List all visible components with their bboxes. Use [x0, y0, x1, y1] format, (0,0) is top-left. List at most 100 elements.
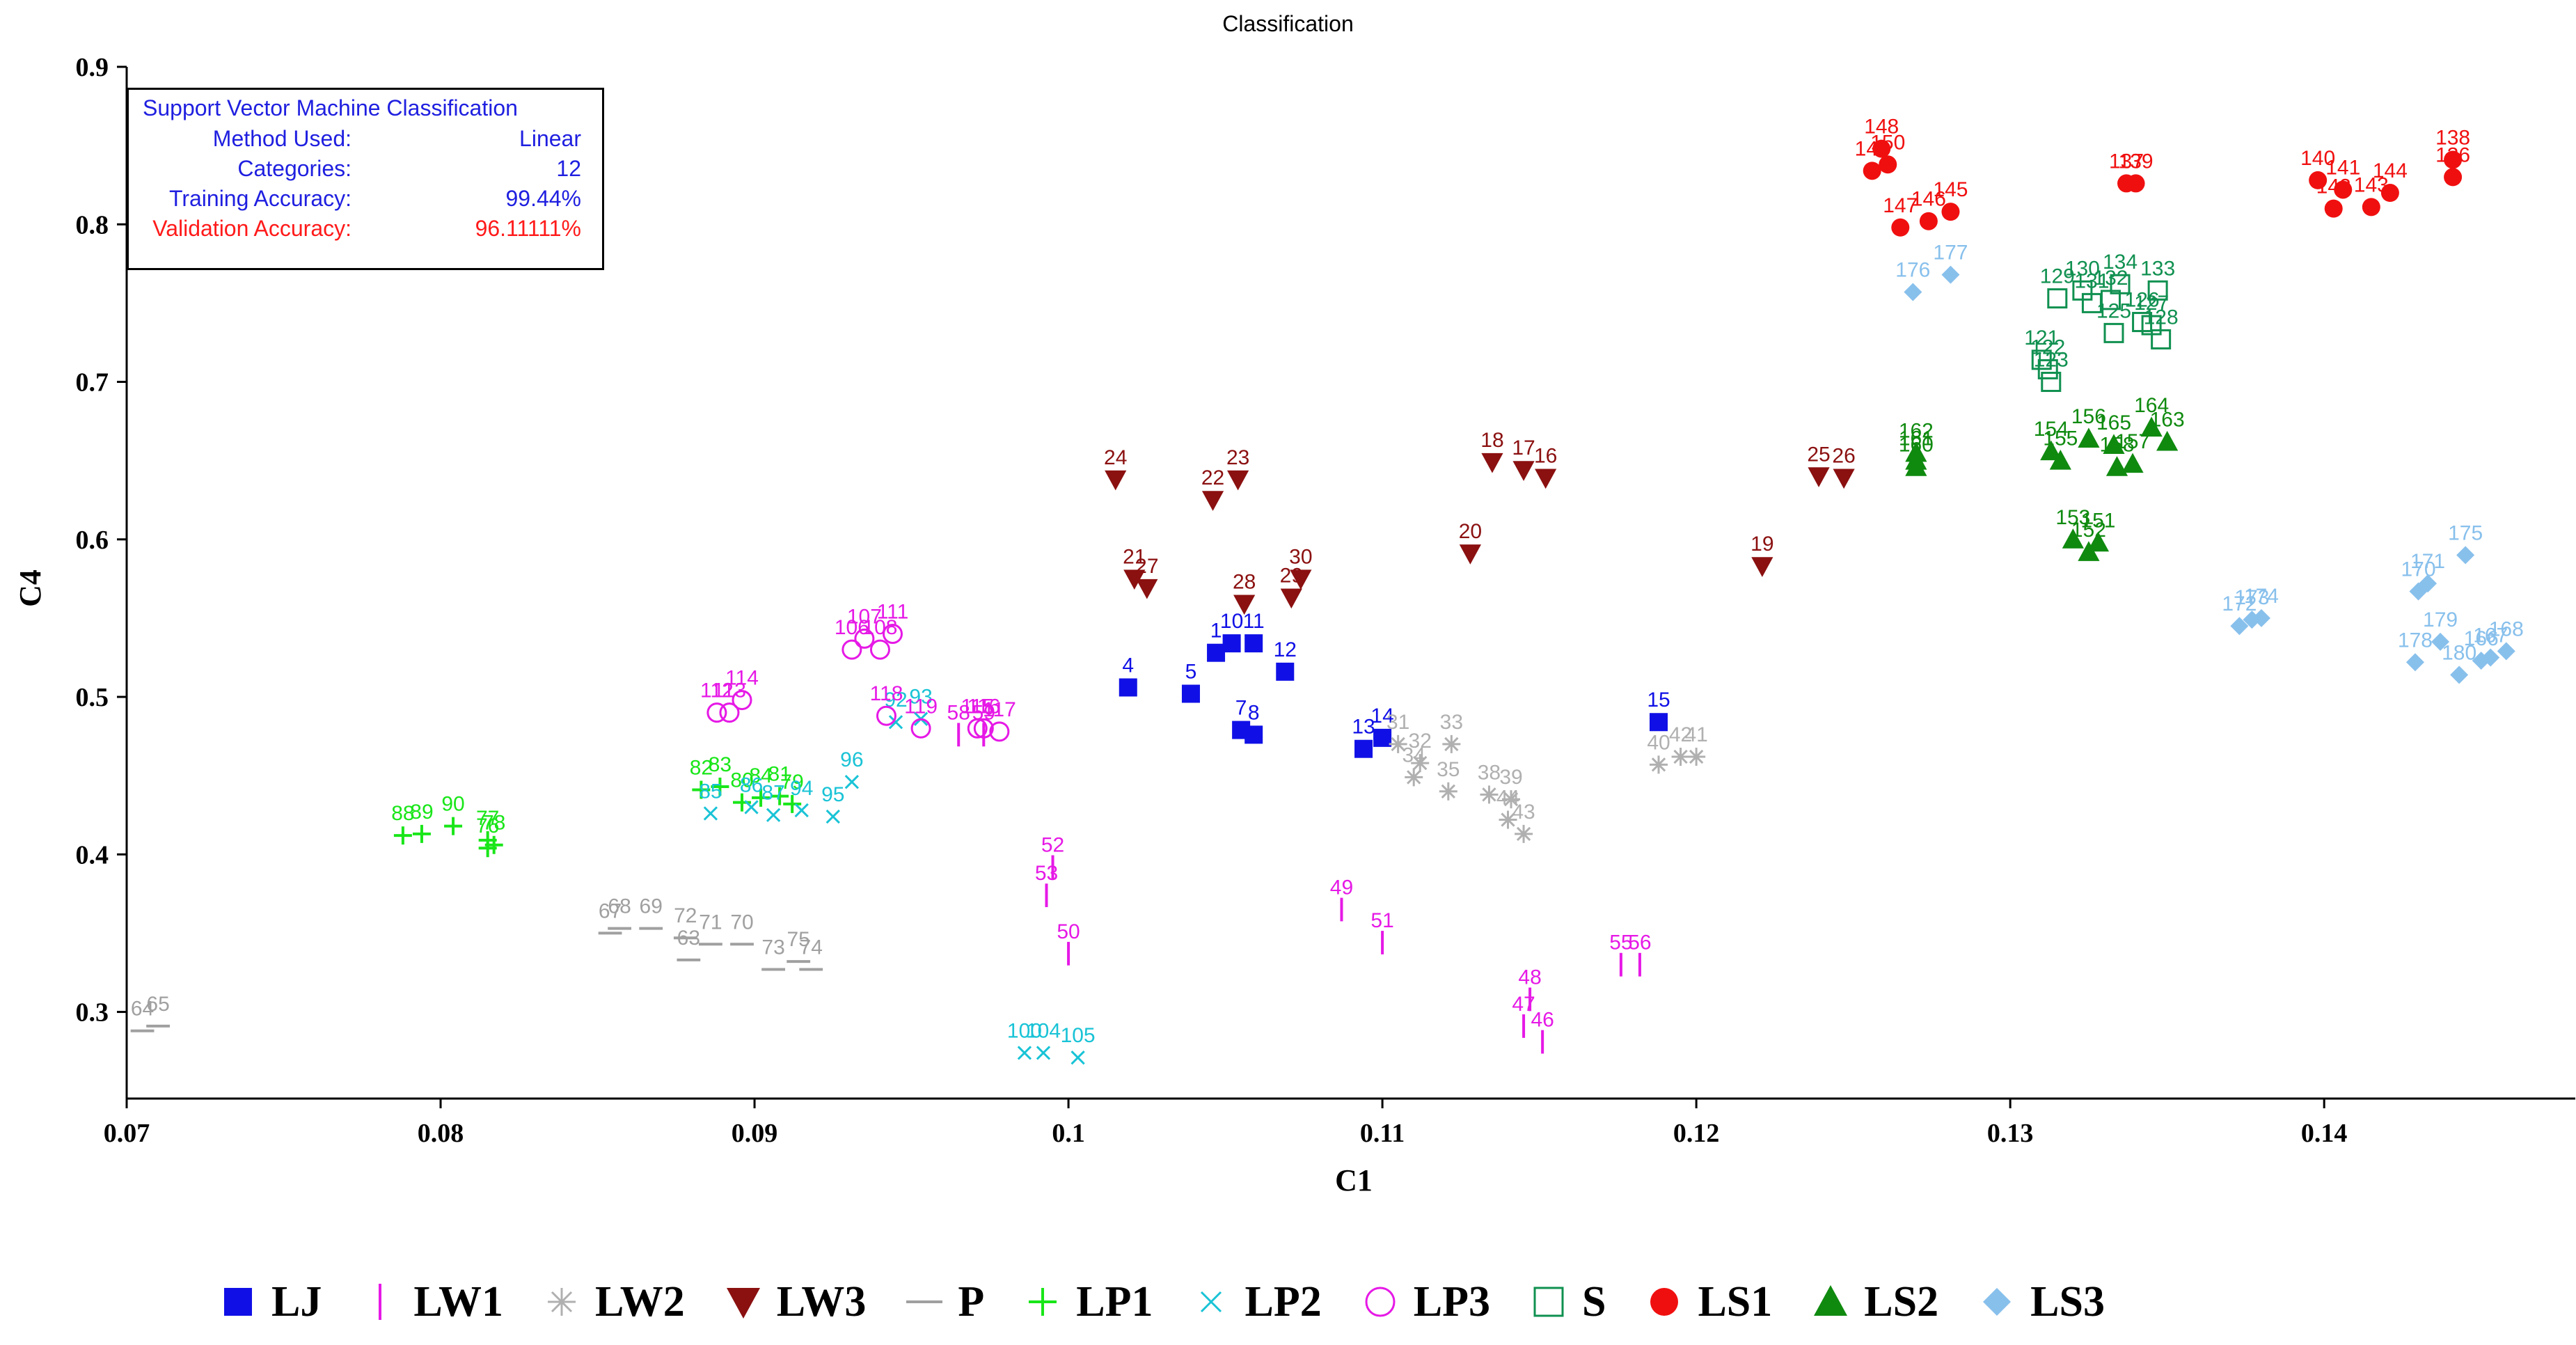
point-label: 38 — [1478, 761, 1501, 784]
point-label: 125 — [2096, 299, 2131, 322]
x-tick-label: 0.13 — [1987, 1119, 2034, 1148]
legend-label: LW2 — [595, 1277, 685, 1326]
point-label: 75 — [787, 928, 810, 951]
point-label: 107 — [847, 605, 882, 628]
data-point — [1872, 139, 1891, 158]
data-point — [841, 639, 862, 660]
point-label: 117 — [983, 698, 1016, 721]
point-label: 78 — [482, 812, 505, 835]
point-label: 71 — [699, 911, 722, 934]
point-label: 175 — [2448, 521, 2483, 544]
point-label: 41 — [1684, 723, 1707, 746]
point-label: 25 — [1807, 443, 1830, 466]
point-label: 64 — [131, 998, 154, 1021]
point-label: 70 — [730, 911, 753, 934]
point-label: 178 — [2398, 629, 2433, 652]
data-point — [2110, 274, 2131, 294]
data-point — [1671, 748, 1690, 766]
data-point — [1480, 785, 1499, 804]
point-label: 119 — [904, 695, 938, 718]
data-point — [1459, 544, 1481, 565]
data-point — [703, 806, 718, 821]
point-label: 112 — [700, 679, 734, 702]
data-point — [2252, 608, 2270, 627]
data-point — [1650, 713, 1668, 732]
info-title: Support Vector Machine Classification — [143, 95, 518, 120]
legend-item-lp2: LP2 — [1189, 1277, 1322, 1327]
data-point — [1499, 810, 1517, 829]
info-key: Training Accuracy: — [168, 186, 351, 211]
data-point — [910, 718, 931, 739]
point-label: 137 — [2109, 150, 2144, 173]
point-label: 95 — [821, 783, 844, 806]
point-label: 26 — [1832, 445, 1855, 468]
data-point — [719, 702, 740, 723]
data-point — [2309, 171, 2328, 189]
data-point — [2126, 174, 2145, 193]
point-label: 166 — [2464, 627, 2499, 650]
data-point — [1904, 283, 1922, 301]
data-point — [1373, 728, 1392, 747]
data-point — [1280, 588, 1302, 609]
point-label: 32 — [1409, 730, 1432, 753]
data-point — [444, 817, 463, 835]
data-point — [1119, 678, 1137, 697]
point-label: 24 — [1104, 446, 1127, 469]
data-point — [2419, 574, 2437, 593]
point-label: 150 — [1870, 131, 1905, 154]
data-point — [1017, 1046, 1032, 1060]
x-tick-label: 0.14 — [2301, 1119, 2348, 1148]
data-point — [1512, 461, 1535, 481]
point-label: 141 — [2325, 156, 2360, 179]
legend-item-lw1: LW1 — [358, 1277, 503, 1327]
point-label: 19 — [1751, 533, 1773, 556]
info-key: Method Used: — [212, 126, 351, 151]
data-point — [2121, 453, 2144, 473]
data-point — [412, 824, 431, 843]
data-point — [967, 718, 988, 739]
point-label: 145 — [1933, 178, 1968, 201]
point-label: 20 — [1459, 520, 1482, 543]
point-label: 139 — [2119, 150, 2154, 173]
data-point — [2041, 372, 2062, 393]
point-label: 51 — [1370, 909, 1393, 932]
info-value: 12 — [556, 156, 581, 181]
point-label: 10 — [1220, 610, 1243, 633]
legend-marker — [726, 1288, 760, 1319]
data-point — [1919, 212, 1938, 230]
data-point — [854, 628, 875, 649]
data-point — [732, 690, 752, 711]
point-label: 1 — [1210, 620, 1222, 643]
point-label: 89 — [410, 801, 433, 824]
point-label: 15 — [1647, 689, 1670, 711]
x-tick-label: 0.12 — [1673, 1119, 1720, 1148]
data-point — [1411, 754, 1430, 773]
data-point — [1405, 768, 1423, 787]
data-point — [1105, 470, 1127, 491]
point-label: 115 — [961, 695, 994, 718]
x-tick-label: 0.08 — [418, 1119, 464, 1148]
data-point — [1244, 725, 1263, 744]
point-label: 4 — [1122, 654, 1134, 677]
data-point — [766, 808, 781, 822]
data-point — [2103, 434, 2125, 455]
y-tick-label: 0.5 — [76, 683, 109, 712]
point-label: 96 — [840, 748, 863, 771]
data-point — [2105, 456, 2128, 476]
y-tick-label: 0.7 — [76, 368, 109, 398]
data-point — [2431, 632, 2450, 651]
data-point — [1905, 456, 1927, 476]
point-label: 40 — [1647, 731, 1670, 754]
legend-label: LS1 — [1698, 1277, 1773, 1326]
data-point — [1233, 595, 1256, 615]
data-point — [2156, 430, 2179, 451]
info-row: Method Used: Linear — [129, 126, 581, 155]
data-point — [2334, 180, 2353, 199]
data-point — [2047, 288, 2068, 309]
y-axis-label: C4 — [13, 569, 47, 607]
chart-title: Classification — [1222, 11, 1354, 36]
